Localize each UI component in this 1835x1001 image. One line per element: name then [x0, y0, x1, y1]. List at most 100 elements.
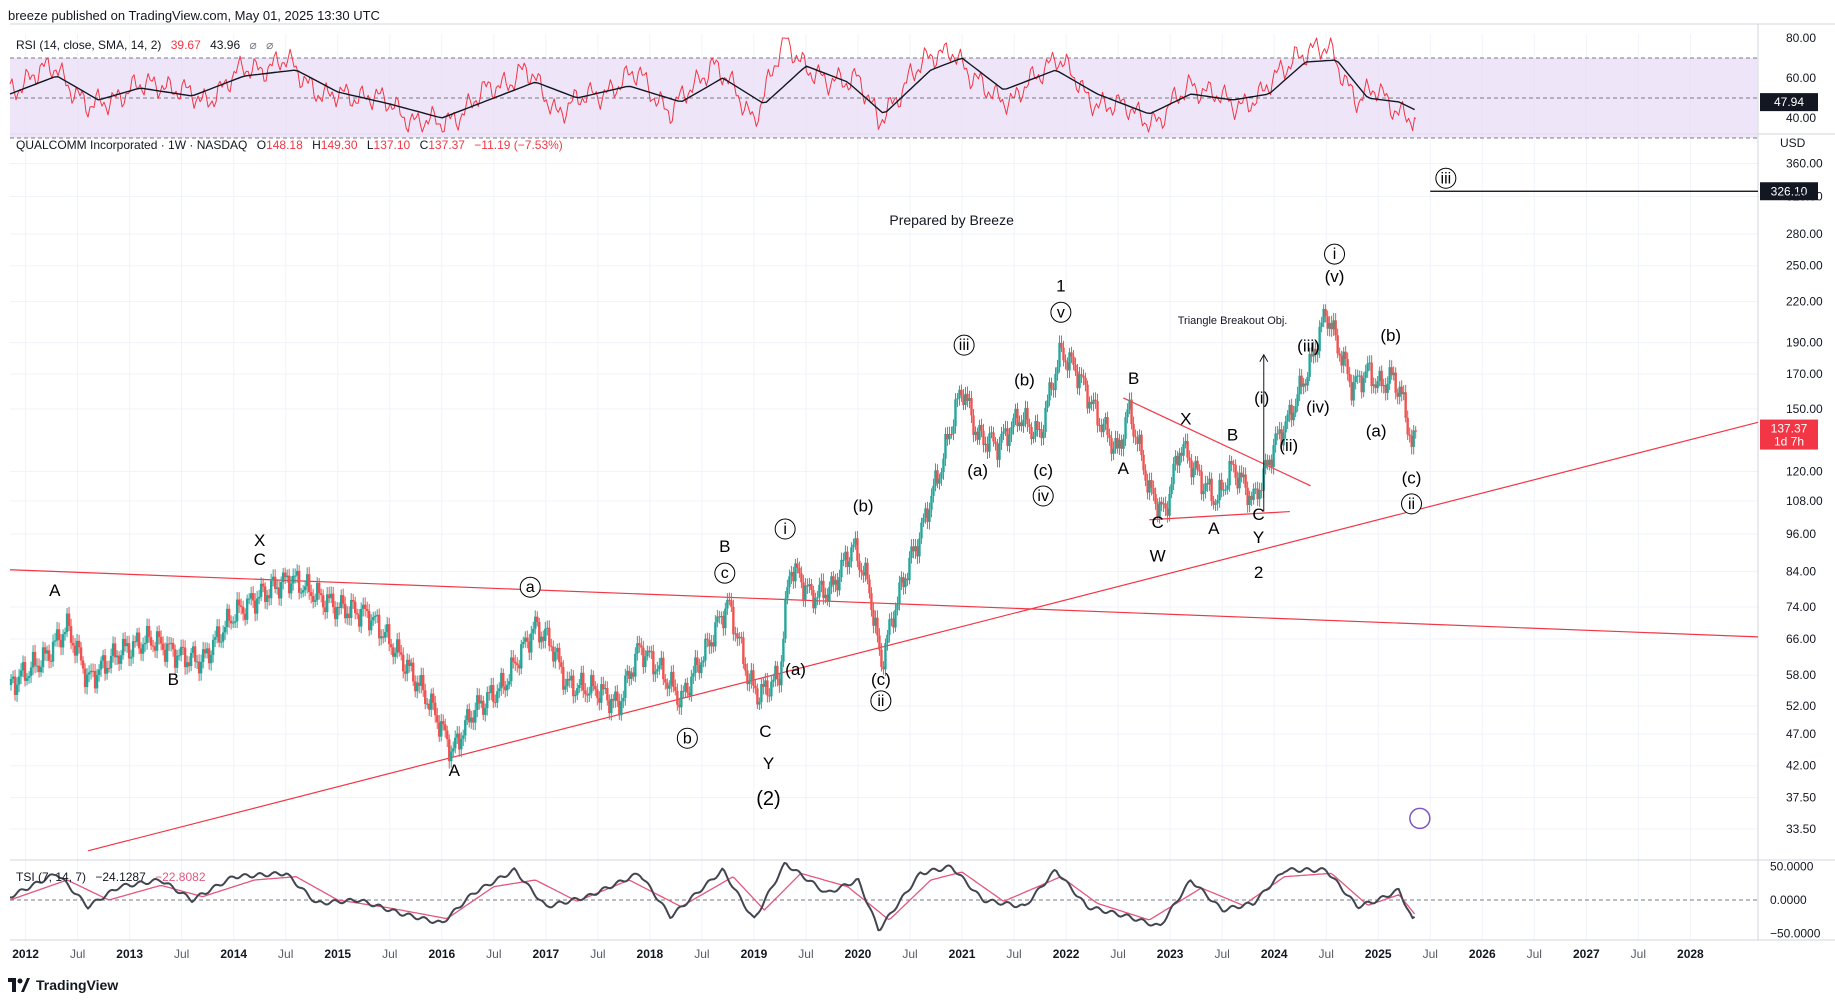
candle-body	[978, 424, 981, 440]
candle-body	[1020, 422, 1023, 427]
time-axis-tick-label: Jul	[694, 947, 709, 961]
candle-body	[1358, 375, 1361, 377]
wave-label: (a)	[1366, 421, 1387, 440]
candle-body	[554, 651, 557, 662]
candle-body	[936, 470, 939, 484]
candle-body	[259, 583, 263, 597]
candle-body	[205, 648, 209, 654]
candle-body	[626, 670, 629, 676]
candle-body	[1212, 500, 1215, 505]
tsi-legend[interactable]: TSI (7, 14, 7) −24.1287 −22.8082	[16, 870, 212, 884]
candle-body	[1308, 353, 1311, 377]
candle-body	[906, 578, 909, 581]
candle-body	[291, 575, 295, 584]
candle-body	[872, 610, 875, 626]
candle-body	[812, 590, 815, 609]
wave-label: (i)	[1254, 388, 1269, 407]
candle-body	[706, 638, 709, 640]
candle-body	[1184, 440, 1187, 445]
candle-body	[676, 690, 679, 705]
candle-body	[852, 544, 855, 548]
candle-body	[351, 600, 355, 602]
rsi-legend-value: 39.67	[170, 38, 201, 52]
candle-body	[171, 642, 175, 650]
candle-body	[143, 642, 147, 645]
candle-body	[189, 652, 193, 667]
candle-body	[1138, 434, 1141, 444]
candle-body	[173, 649, 177, 668]
candle-body	[113, 643, 117, 658]
candle-body	[317, 582, 321, 594]
wave-label-circle	[676, 727, 698, 749]
candle-body	[1310, 353, 1313, 357]
wave-label-circle	[1050, 301, 1072, 323]
candle-body	[285, 575, 289, 578]
candle-body	[109, 655, 113, 669]
candle-body	[600, 684, 603, 703]
candle-body	[536, 616, 539, 623]
candle-body	[93, 670, 97, 689]
candle-body	[1126, 409, 1129, 418]
candle-body	[444, 724, 447, 731]
candle-body	[1194, 460, 1197, 469]
price-axis-tick-label: 52.00	[1786, 699, 1816, 713]
candle-body	[918, 538, 921, 557]
candle-body	[810, 584, 813, 591]
candle-body	[870, 593, 873, 611]
price-legend[interactable]: QUALCOMM Incorporated · 1W · NASDAQ O148…	[16, 138, 569, 152]
wave-label: B	[1227, 426, 1238, 445]
target-wave-circle	[1435, 167, 1457, 189]
candle-body	[323, 607, 327, 613]
candle-body	[1374, 384, 1377, 389]
trendline	[9, 569, 1759, 638]
candle-body	[257, 596, 261, 599]
time-axis-tick-label: 2025	[1365, 947, 1392, 961]
candle-body	[612, 698, 615, 701]
candle-body	[376, 614, 379, 616]
candle-body	[564, 686, 567, 690]
candle-body	[1162, 503, 1165, 505]
time-axis-tick-label: 2026	[1469, 947, 1496, 961]
candle-body	[1004, 428, 1007, 432]
candle-body	[165, 643, 169, 662]
target-price-label: 326.10	[1771, 184, 1808, 198]
tsi-legend-value: −24.1287	[95, 870, 146, 884]
candle-body	[19, 670, 23, 677]
candle-body	[1238, 472, 1241, 489]
time-axis-tick-label: 2017	[532, 947, 559, 961]
trendline	[1149, 510, 1290, 521]
tradingview-logo[interactable]: TradingView	[8, 974, 118, 996]
candle-body	[9, 678, 13, 686]
rsi-sma-line	[9, 57, 1415, 119]
candle-body	[998, 442, 1001, 460]
candle-body	[31, 651, 35, 668]
candle-body	[1192, 468, 1195, 478]
candle-body	[201, 649, 205, 663]
candle-body	[540, 636, 543, 643]
rsi-last-value-label: 47.94	[1774, 95, 1804, 109]
candle-body	[392, 647, 395, 657]
candle-body	[347, 613, 351, 619]
candle-body	[1410, 435, 1413, 447]
rsi-legend-sma: 43.96	[210, 38, 241, 52]
candle-body	[662, 657, 665, 680]
candle-body	[428, 703, 431, 710]
candle-body	[778, 678, 781, 686]
candle-body	[556, 647, 559, 652]
wave-label: Y	[1253, 528, 1264, 547]
candle-body	[886, 634, 889, 644]
candle-body	[506, 684, 509, 691]
rsi-legend[interactable]: RSI (14, close, SMA, 14, 2) 39.67 43.96 …	[16, 38, 279, 52]
time-axis-tick-label: 2020	[845, 947, 872, 961]
time-axis-tick-label: Jul	[902, 947, 917, 961]
price-axis-tick-label: 108.00	[1786, 494, 1823, 508]
candle-body	[13, 676, 17, 695]
candle-body	[940, 472, 943, 479]
candle-body	[398, 639, 401, 653]
candle-body	[714, 622, 717, 647]
low-label: L	[366, 138, 374, 152]
high-label: H	[312, 138, 321, 152]
candle-body	[510, 657, 513, 682]
candle-body	[796, 563, 799, 568]
